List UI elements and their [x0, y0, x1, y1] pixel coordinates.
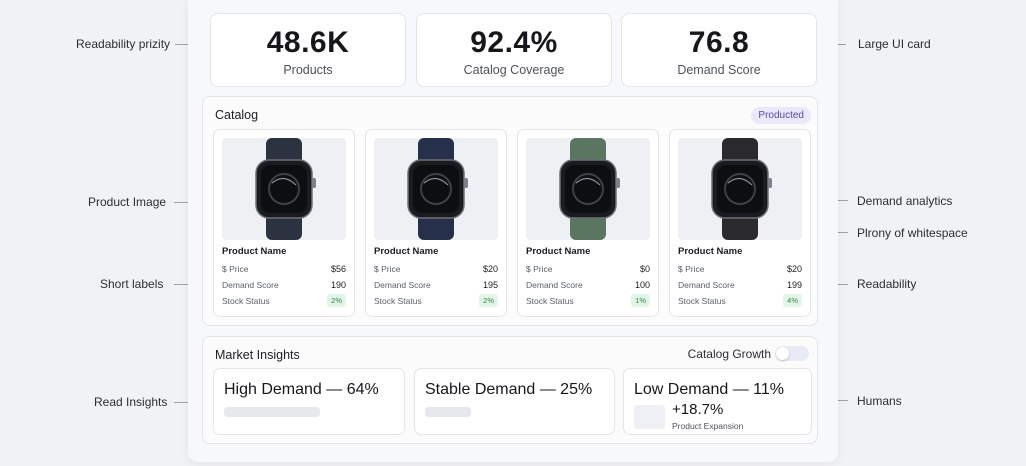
- catalog-section: Catalog Producted Product Name $ Price $…: [202, 96, 818, 326]
- catalog-growth-label: Catalog Growth: [687, 347, 771, 361]
- product-image[interactable]: [526, 138, 650, 240]
- price-label: $ Price: [678, 264, 705, 274]
- insight-title: Stable Demand — 25%: [425, 381, 593, 398]
- product-demand-row: Demand Score 195: [374, 280, 498, 290]
- insight-placeholder-bar: [224, 407, 320, 417]
- stock-label: Stock Status: [222, 296, 270, 306]
- demand-value: 199: [786, 280, 802, 290]
- annotation-readability: Readability: [857, 277, 917, 291]
- kpi-label: Products: [283, 63, 333, 77]
- product-name: Product Name: [374, 246, 439, 257]
- kpi-card-catalog-coverage[interactable]: 92.4% Catalog Coverage: [416, 13, 612, 87]
- product-stock-row: Stock Status 4%: [678, 294, 802, 307]
- demand-label: Demand Score: [678, 280, 735, 290]
- product-stock-row: Stock Status 2%: [222, 294, 346, 307]
- price-value: $56: [330, 264, 346, 274]
- annotation-large-ui-card: Large UI card: [858, 37, 931, 51]
- stock-badge: 2%: [327, 294, 346, 307]
- insight-card-high-demand[interactable]: High Demand — 64%: [213, 368, 405, 435]
- product-name: Product Name: [222, 246, 287, 257]
- demand-value: 190: [330, 280, 346, 290]
- price-label: $ Price: [374, 264, 401, 274]
- insight-growth-value: +18.7%: [672, 401, 724, 418]
- price-label: $ Price: [222, 264, 249, 274]
- dashboard-panel: 48.6K Products 92.4% Catalog Coverage 76…: [188, 0, 838, 462]
- price-value: $0: [639, 264, 650, 274]
- product-image[interactable]: [222, 138, 346, 240]
- stock-label: Stock Status: [526, 296, 574, 306]
- kpi-value: 76.8: [688, 26, 750, 59]
- product-price-row: $ Price $56: [222, 264, 346, 274]
- stock-badge: 4%: [783, 294, 802, 307]
- catalog-title: Catalog: [215, 108, 259, 122]
- product-price-row: $ Price $0: [526, 264, 650, 274]
- kpi-label: Catalog Coverage: [463, 63, 565, 77]
- price-label: $ Price: [526, 264, 553, 274]
- annotation-demand-analytics: Demand analytics: [857, 194, 953, 208]
- product-stock-row: Stock Status 1%: [526, 294, 650, 307]
- stock-label: Stock Status: [678, 296, 726, 306]
- annotation-plenty-of-whitespace: Plrony of whitespace: [857, 226, 968, 240]
- catalog-badge[interactable]: Producted: [751, 107, 811, 124]
- product-card[interactable]: Product Name $ Price $56 Demand Score 19…: [213, 129, 355, 317]
- watch-icon: [559, 138, 620, 240]
- kpi-card-products[interactable]: 48.6K Products: [210, 13, 406, 87]
- demand-label: Demand Score: [222, 280, 279, 290]
- insight-placeholder-box: [634, 405, 665, 429]
- stock-badge: 2%: [479, 294, 498, 307]
- product-stock-row: Stock Status 2%: [374, 294, 498, 307]
- product-image[interactable]: [678, 138, 802, 240]
- product-price-row: $ Price $20: [678, 264, 802, 274]
- demand-value: 195: [482, 280, 498, 290]
- stock-label: Stock Status: [374, 296, 422, 306]
- product-card[interactable]: Product Name $ Price $20 Demand Score 19…: [365, 129, 507, 317]
- watch-icon: [407, 138, 468, 240]
- annotation-product-image: Product Image: [88, 195, 167, 209]
- kpi-value: 48.6K: [266, 26, 350, 59]
- market-insights-title: Market Insights: [215, 348, 300, 362]
- price-value: $20: [482, 264, 498, 274]
- watch-icon: [255, 138, 316, 240]
- price-value: $20: [786, 264, 802, 274]
- insight-card-stable-demand[interactable]: Stable Demand — 25%: [414, 368, 615, 435]
- insight-card-low-demand[interactable]: Low Demand — 11% +18.7% Product Expansio…: [623, 368, 812, 435]
- insight-title: Low Demand — 11%: [634, 381, 784, 398]
- annotation-read-insights: Read Insights: [94, 395, 168, 409]
- insight-title: High Demand — 64%: [224, 381, 379, 398]
- demand-value: 100: [634, 280, 650, 290]
- demand-label: Demand Score: [374, 280, 431, 290]
- product-name: Product Name: [526, 246, 591, 257]
- product-demand-row: Demand Score 199: [678, 280, 802, 290]
- product-card[interactable]: Product Name $ Price $20 Demand Score 19…: [669, 129, 811, 317]
- insight-placeholder-bar: [425, 407, 471, 417]
- toggle-knob[interactable]: [776, 347, 789, 360]
- annotation-readability-priority: Readability prizity: [76, 37, 171, 51]
- product-image[interactable]: [374, 138, 498, 240]
- catalog-growth-toggle[interactable]: [775, 346, 809, 361]
- kpi-card-demand-score[interactable]: 76.8 Demand Score: [621, 13, 817, 87]
- kpi-value: 92.4%: [470, 26, 558, 59]
- product-price-row: $ Price $20: [374, 264, 498, 274]
- stock-badge: 1%: [631, 294, 650, 307]
- product-name: Product Name: [678, 246, 743, 257]
- product-demand-row: Demand Score 100: [526, 280, 650, 290]
- product-card[interactable]: Product Name $ Price $0 Demand Score 100…: [517, 129, 659, 317]
- market-insights-section: Market Insights Catalog Growth High Dema…: [202, 336, 818, 444]
- annotation-humans: Humans: [857, 394, 902, 408]
- annotation-short-labels: Short labels: [100, 277, 164, 291]
- product-demand-row: Demand Score 190: [222, 280, 346, 290]
- insight-growth-label: Product Expansion: [672, 421, 744, 431]
- demand-label: Demand Score: [526, 280, 583, 290]
- watch-icon: [711, 138, 772, 240]
- kpi-label: Demand Score: [677, 63, 761, 77]
